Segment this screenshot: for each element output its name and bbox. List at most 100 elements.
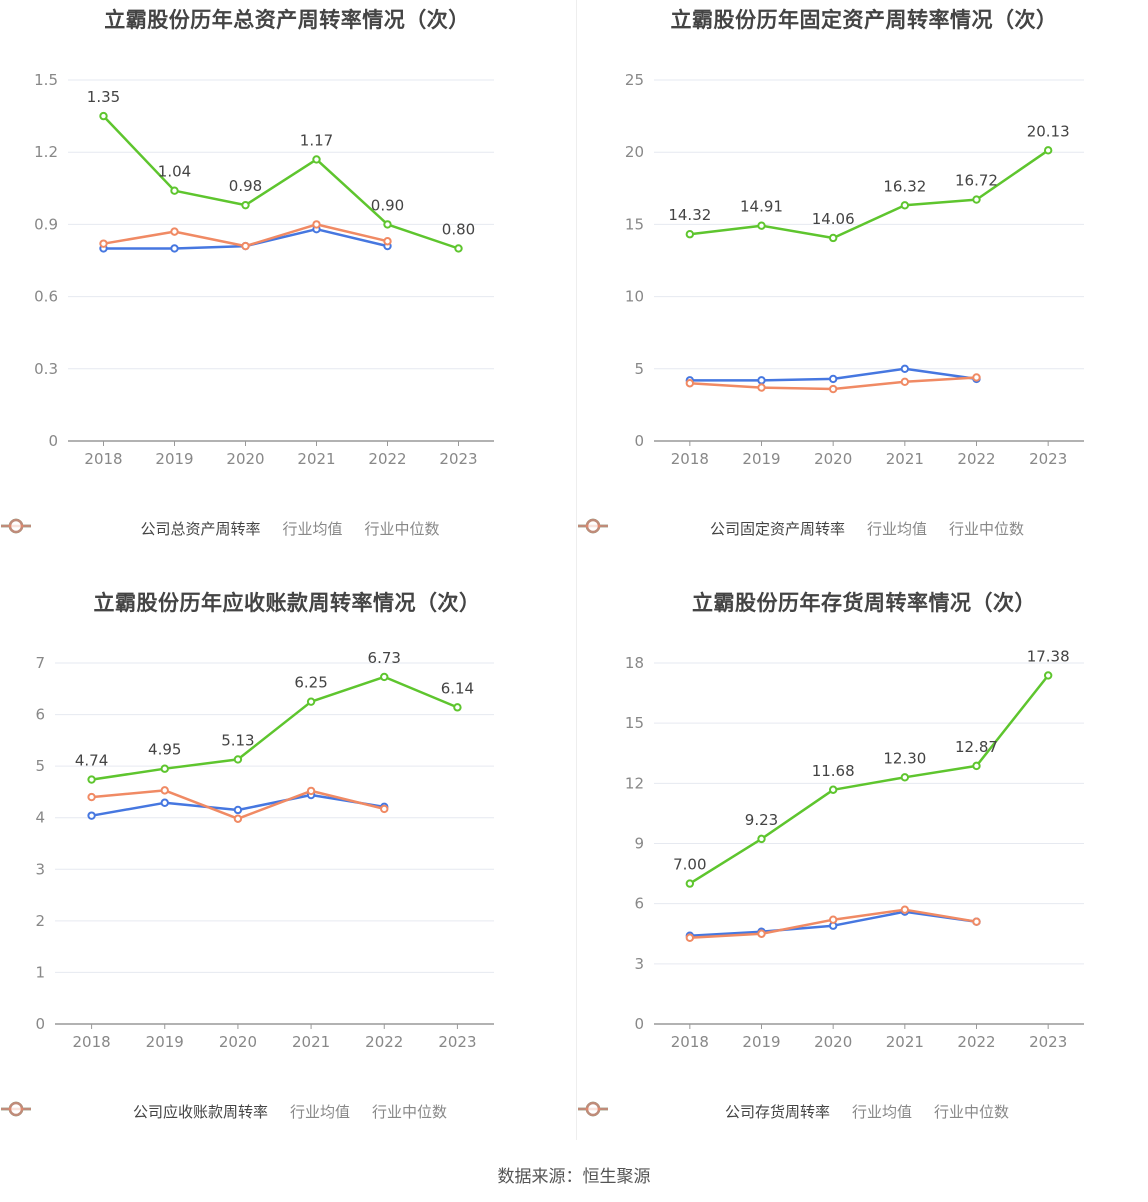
chart-plot: 0 0.3 0.6 0.9 1.2 1.5 2018 2019 2020 2021 2022 2023… bbox=[34, 71, 494, 468]
data-point-company bbox=[241, 200, 250, 210]
chart-legend: 公司存货周转率 行业均值 行业中位数 bbox=[577, 1101, 1148, 1122]
legend-item-avg[interactable]: 行业均值 bbox=[578, 1101, 912, 1122]
data-point-median bbox=[828, 915, 838, 924]
data-label: 6.73 bbox=[368, 649, 401, 667]
legend-item-avg[interactable]: 行业均值 bbox=[1, 1101, 350, 1122]
data-label: 12.87 bbox=[955, 738, 998, 756]
data-source-note: 数据来源：恒生聚源 bbox=[497, 1167, 651, 1187]
chart-panel-receivables-turnover: 立霸股份历年应收账款周转率情况（次） 0 1 2 3 4 5 6 7 2018 2019 2020 2… bbox=[0, 583, 574, 1163]
x-tick-label: 2019 bbox=[146, 1033, 184, 1051]
data-label: 6.25 bbox=[294, 674, 327, 692]
y-tick-label: 2 bbox=[35, 912, 45, 930]
legend-item-company[interactable]: 公司应收账款周转率 bbox=[1, 1101, 268, 1122]
data-point-median bbox=[306, 786, 316, 796]
data-point-company bbox=[454, 244, 463, 253]
x-tick-label: 2022 bbox=[365, 1033, 403, 1051]
legend-line-circle-icon bbox=[1, 1101, 31, 1117]
data-point-company bbox=[685, 879, 695, 888]
x-tick-label: 2021 bbox=[886, 1033, 924, 1051]
data-point-median bbox=[972, 917, 981, 926]
x-tick-label: 2021 bbox=[886, 450, 924, 468]
legend-item-avg[interactable]: 行业均值 bbox=[1, 518, 343, 539]
data-point-median bbox=[99, 239, 108, 248]
data-point-median bbox=[87, 792, 96, 802]
x-tick-label: 2022 bbox=[368, 450, 406, 468]
data-point-company bbox=[99, 111, 108, 121]
data-point-median bbox=[380, 804, 389, 814]
y-tick-label: 20 bbox=[625, 143, 644, 161]
legend-item-company[interactable]: 公司固定资产周转率 bbox=[578, 518, 845, 539]
data-point-company bbox=[380, 672, 389, 682]
chart-legend: 公司总资产周转率 行业均值 行业中位数 bbox=[0, 518, 574, 539]
y-tick-label: 1 bbox=[35, 963, 45, 981]
data-label: 5.13 bbox=[221, 731, 254, 749]
legend-item-company[interactable]: 公司存货周转率 bbox=[578, 1101, 830, 1122]
data-point-median bbox=[972, 373, 981, 382]
legend-item-median[interactable]: 行业中位数 bbox=[1, 518, 440, 539]
y-tick-label: 0.6 bbox=[34, 288, 58, 306]
data-point-company bbox=[1043, 146, 1053, 155]
data-point-company bbox=[312, 155, 321, 164]
data-point-company bbox=[757, 221, 766, 230]
legend-item-median[interactable]: 行业中位数 bbox=[578, 518, 1024, 539]
y-tick-label: 25 bbox=[625, 71, 644, 89]
x-tick-label: 2022 bbox=[957, 1033, 995, 1051]
data-point-avg bbox=[757, 376, 766, 385]
y-tick-label: 6 bbox=[35, 706, 45, 724]
data-point-avg bbox=[87, 811, 96, 820]
data-point-company bbox=[306, 697, 316, 706]
legend-item-avg[interactable]: 行业均值 bbox=[578, 518, 927, 539]
y-tick-label: 3 bbox=[35, 860, 45, 878]
legend-item-company[interactable]: 公司总资产周转率 bbox=[1, 518, 260, 539]
data-point-company bbox=[453, 703, 462, 712]
data-point-company bbox=[233, 755, 243, 764]
data-point-median bbox=[241, 241, 250, 251]
series-line-company bbox=[689, 674, 1050, 885]
chart-title: 立霸股份历年固定资产周转率情况（次） bbox=[670, 8, 1058, 32]
data-point-median bbox=[757, 929, 766, 938]
data-point-company bbox=[972, 195, 981, 204]
x-tick-label: 2020 bbox=[814, 1033, 852, 1051]
data-label: 14.91 bbox=[740, 198, 783, 216]
y-tick-label: 0 bbox=[634, 1015, 644, 1033]
x-tick-label: 2023 bbox=[438, 1033, 476, 1051]
data-label: 6.14 bbox=[441, 679, 474, 697]
y-tick-label: 15 bbox=[625, 215, 644, 233]
series-line-median bbox=[91, 789, 385, 820]
y-tick-label: 0 bbox=[48, 432, 58, 450]
x-tick-label: 2018 bbox=[72, 1033, 110, 1051]
x-tick-label: 2021 bbox=[297, 450, 335, 468]
y-tick-label: 12 bbox=[625, 774, 644, 792]
data-label: 7.00 bbox=[673, 856, 706, 874]
data-label: 4.74 bbox=[75, 752, 108, 770]
chart-title: 立霸股份历年总资产周转率情况（次） bbox=[104, 8, 470, 32]
data-label: 16.32 bbox=[883, 177, 926, 195]
data-point-avg bbox=[160, 798, 169, 807]
x-tick-label: 2021 bbox=[292, 1033, 330, 1051]
legend-item-median[interactable]: 行业中位数 bbox=[1, 1101, 448, 1122]
y-tick-label: 0 bbox=[634, 432, 644, 450]
y-tick-label: 1.5 bbox=[34, 71, 58, 89]
legend-item-median[interactable]: 行业中位数 bbox=[578, 1101, 1009, 1122]
data-point-company bbox=[383, 220, 392, 229]
x-tick-label: 2018 bbox=[671, 450, 709, 468]
data-point-company bbox=[160, 764, 169, 773]
x-tick-label: 2022 bbox=[957, 450, 995, 468]
x-tick-label: 2023 bbox=[1029, 1033, 1067, 1051]
legend-line-circle-icon bbox=[578, 518, 608, 534]
data-point-company bbox=[685, 230, 695, 239]
data-label: 11.68 bbox=[812, 762, 855, 780]
legend-line-circle-icon bbox=[578, 1101, 608, 1117]
x-tick-label: 2020 bbox=[219, 1033, 257, 1051]
data-point-company bbox=[170, 186, 179, 195]
data-point-median bbox=[160, 786, 169, 795]
y-tick-label: 0.3 bbox=[34, 360, 58, 378]
y-tick-label: 18 bbox=[625, 654, 644, 672]
data-label: 0.80 bbox=[442, 220, 475, 238]
chart-panel-total-asset-turnover: 立霸股份历年总资产周转率情况（次） 0 0.3 0.6 0.9 1.2 1.5 2018 20… bbox=[0, 0, 574, 580]
data-point-avg bbox=[170, 244, 179, 253]
data-label: 0.98 bbox=[229, 177, 262, 195]
data-label: 9.23 bbox=[745, 811, 778, 829]
data-label: 4.95 bbox=[148, 741, 181, 759]
legend-label: 行业中位数 bbox=[372, 1103, 448, 1121]
